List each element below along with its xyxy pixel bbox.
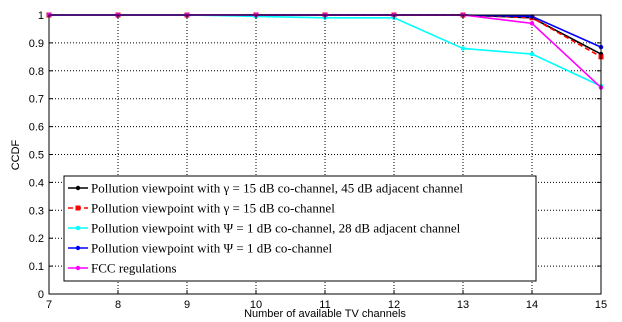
y-tick-label: 1: [38, 10, 44, 22]
legend-entry: Pollution viewpoint with γ = 15 dB co-ch…: [68, 181, 463, 196]
axis-ticks: 7 8 9 10 11 12 13 14 15 0 0.1 0.2 0.3 0.4 0.5 0.6 0.7 0.8…: [29, 10, 607, 311]
x-tick-label: 13: [457, 299, 469, 311]
legend-entry: Pollution viewpoint with γ = 15 dB co-ch…: [68, 201, 335, 216]
x-tick-label: 9: [184, 299, 190, 311]
y-tick-label: 0.4: [29, 177, 44, 189]
x-tick-label: 15: [595, 299, 607, 311]
y-tick-label: 0.1: [29, 261, 44, 273]
legend-swatch-marker: [75, 245, 81, 251]
y-tick-label: 0.5: [29, 150, 44, 162]
data-point: [529, 51, 535, 57]
x-axis-title: Number of available TV channels: [244, 308, 406, 320]
legend-entry: Pollution viewpoint with Ψ = 1 dB co-cha…: [68, 221, 461, 236]
y-tick-label: 0.7: [29, 94, 44, 106]
y-tick-label: 0.9: [29, 38, 44, 50]
legend: Pollution viewpoint with γ = 15 dB co-ch…: [63, 175, 537, 282]
data-point: [460, 46, 466, 51]
x-tick-label: 10: [250, 299, 262, 311]
legend-entry: Pollution viewpoint with Ψ = 1 dB co-cha…: [68, 241, 333, 256]
legend-swatch-marker: [75, 265, 81, 271]
x-tick-label: 14: [526, 299, 538, 311]
data-point: [529, 21, 535, 26]
legend-label: Pollution viewpoint with γ = 15 dB co-ch…: [91, 201, 335, 216]
y-tick-label: 0.2: [29, 233, 44, 245]
y-tick-label: 0.3: [29, 205, 44, 217]
x-tick-label: 8: [115, 299, 121, 311]
legend-box: [63, 175, 537, 282]
legend-label: FCC regulations: [91, 261, 177, 276]
y-axis-title: CCDF: [10, 139, 22, 170]
y-tick-label: 0: [38, 289, 44, 301]
y-tick-label: 0.6: [29, 122, 44, 134]
legend-entry: FCC regulations: [68, 261, 177, 276]
legend-label: Pollution viewpoint with Ψ = 1 dB co-cha…: [91, 221, 461, 236]
y-tick-label: 0.8: [29, 66, 44, 78]
legend-swatch-marker: [75, 205, 81, 211]
x-tick-label: 7: [46, 299, 52, 311]
x-tick-label: 11: [319, 299, 330, 311]
legend-label: Pollution viewpoint with γ = 15 dB co-ch…: [91, 181, 463, 196]
legend-label: Pollution viewpoint with Ψ = 1 dB co-cha…: [91, 241, 333, 256]
x-tick-label: 12: [388, 299, 400, 311]
legend-swatch-marker: [75, 185, 81, 191]
legend-swatch-marker: [75, 225, 81, 231]
